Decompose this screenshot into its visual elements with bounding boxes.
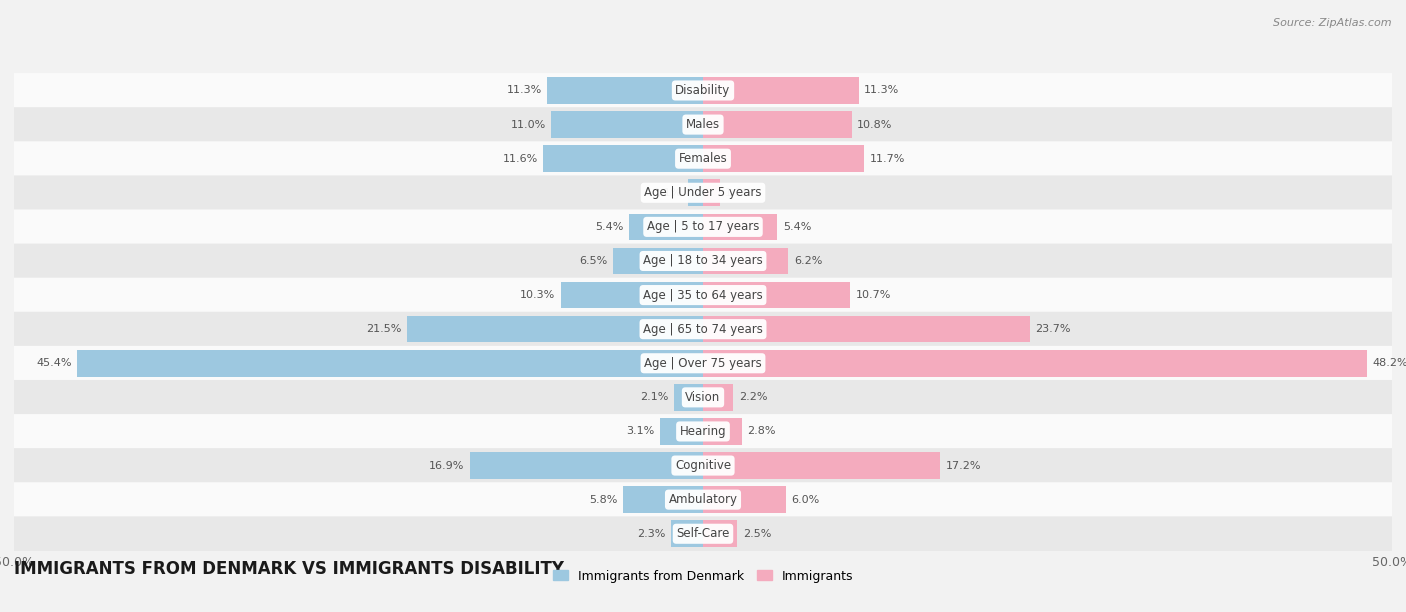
Bar — [613, 248, 703, 274]
Text: 11.7%: 11.7% — [870, 154, 905, 163]
FancyBboxPatch shape — [14, 278, 1392, 313]
Bar — [77, 350, 703, 376]
Text: 5.4%: 5.4% — [595, 222, 623, 232]
Text: Age | Under 5 years: Age | Under 5 years — [644, 186, 762, 200]
Text: 2.3%: 2.3% — [637, 529, 666, 539]
Text: Self-Care: Self-Care — [676, 528, 730, 540]
Text: 45.4%: 45.4% — [37, 358, 72, 368]
Text: 6.2%: 6.2% — [794, 256, 823, 266]
Bar — [703, 111, 852, 138]
Text: 1.1%: 1.1% — [654, 188, 682, 198]
Text: 11.0%: 11.0% — [510, 119, 546, 130]
FancyBboxPatch shape — [14, 517, 1392, 551]
Bar — [561, 282, 703, 308]
FancyBboxPatch shape — [14, 482, 1392, 517]
Bar — [661, 418, 703, 445]
Text: Vision: Vision — [685, 391, 721, 404]
Text: 2.5%: 2.5% — [742, 529, 772, 539]
Text: 11.6%: 11.6% — [502, 154, 537, 163]
FancyBboxPatch shape — [14, 73, 1392, 108]
Text: 21.5%: 21.5% — [366, 324, 401, 334]
Bar — [703, 316, 1029, 343]
FancyBboxPatch shape — [14, 414, 1392, 449]
Text: 2.2%: 2.2% — [738, 392, 768, 402]
Bar — [671, 520, 703, 547]
Bar — [551, 111, 703, 138]
Text: 5.4%: 5.4% — [783, 222, 811, 232]
Text: 17.2%: 17.2% — [945, 461, 981, 471]
Bar — [688, 179, 703, 206]
Bar — [703, 384, 734, 411]
Text: Age | 5 to 17 years: Age | 5 to 17 years — [647, 220, 759, 233]
Bar — [673, 384, 703, 411]
Bar — [406, 316, 703, 343]
Bar — [703, 248, 789, 274]
Text: Age | 18 to 34 years: Age | 18 to 34 years — [643, 255, 763, 267]
Text: 11.3%: 11.3% — [865, 86, 900, 95]
Bar — [623, 487, 703, 513]
Bar — [703, 520, 738, 547]
Text: 11.3%: 11.3% — [506, 86, 541, 95]
Text: 2.8%: 2.8% — [747, 427, 776, 436]
FancyBboxPatch shape — [14, 209, 1392, 244]
Bar — [543, 146, 703, 172]
Text: 5.8%: 5.8% — [589, 494, 617, 505]
Text: 23.7%: 23.7% — [1035, 324, 1070, 334]
Text: 1.2%: 1.2% — [725, 188, 754, 198]
FancyBboxPatch shape — [14, 244, 1392, 278]
Bar — [703, 487, 786, 513]
FancyBboxPatch shape — [14, 141, 1392, 176]
Text: 2.1%: 2.1% — [640, 392, 669, 402]
Bar — [470, 452, 703, 479]
FancyBboxPatch shape — [14, 107, 1392, 142]
Text: IMMIGRANTS FROM DENMARK VS IMMIGRANTS DISABILITY: IMMIGRANTS FROM DENMARK VS IMMIGRANTS DI… — [14, 560, 564, 578]
Bar — [703, 282, 851, 308]
Text: 6.0%: 6.0% — [792, 494, 820, 505]
Text: Hearing: Hearing — [679, 425, 727, 438]
Bar — [703, 452, 941, 479]
FancyBboxPatch shape — [14, 448, 1392, 483]
Text: 10.8%: 10.8% — [858, 119, 893, 130]
Legend: Immigrants from Denmark, Immigrants: Immigrants from Denmark, Immigrants — [548, 564, 858, 588]
Bar — [628, 214, 703, 240]
FancyBboxPatch shape — [14, 176, 1392, 210]
Bar — [703, 350, 1367, 376]
Text: Disability: Disability — [675, 84, 731, 97]
Text: Ambulatory: Ambulatory — [668, 493, 738, 506]
Text: Source: ZipAtlas.com: Source: ZipAtlas.com — [1274, 18, 1392, 28]
Bar — [703, 214, 778, 240]
Text: Cognitive: Cognitive — [675, 459, 731, 472]
Text: 6.5%: 6.5% — [579, 256, 607, 266]
Bar — [547, 77, 703, 104]
Text: 48.2%: 48.2% — [1372, 358, 1406, 368]
Bar — [703, 77, 859, 104]
Text: 3.1%: 3.1% — [627, 427, 655, 436]
Bar — [703, 179, 720, 206]
Text: Females: Females — [679, 152, 727, 165]
FancyBboxPatch shape — [14, 312, 1392, 346]
Text: Age | 35 to 64 years: Age | 35 to 64 years — [643, 289, 763, 302]
Text: Age | Over 75 years: Age | Over 75 years — [644, 357, 762, 370]
Bar — [703, 146, 865, 172]
Text: Age | 65 to 74 years: Age | 65 to 74 years — [643, 323, 763, 335]
Text: 16.9%: 16.9% — [429, 461, 464, 471]
Text: Males: Males — [686, 118, 720, 131]
FancyBboxPatch shape — [14, 346, 1392, 381]
Text: 10.3%: 10.3% — [520, 290, 555, 300]
Text: 10.7%: 10.7% — [856, 290, 891, 300]
Bar — [703, 418, 741, 445]
FancyBboxPatch shape — [14, 380, 1392, 415]
